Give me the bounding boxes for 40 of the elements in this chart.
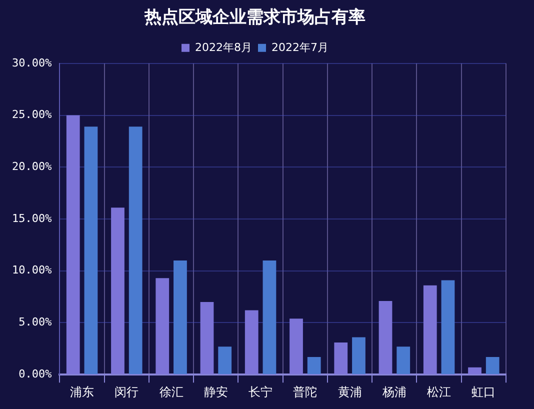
- bar: [486, 356, 500, 374]
- x-tick-label: 杨浦: [381, 384, 406, 399]
- bar: [174, 260, 187, 374]
- y-tick-label: 15.00%: [12, 212, 52, 225]
- bar: [468, 367, 482, 374]
- bar: [423, 285, 437, 374]
- bar: [200, 302, 214, 374]
- x-tick-label: 静安: [204, 384, 228, 399]
- x-tick-label: 长宁: [248, 384, 273, 399]
- legend-label: 2022年7月: [272, 40, 328, 54]
- bar: [84, 126, 98, 374]
- y-tick-label: 25.00%: [12, 108, 52, 122]
- bar: [128, 126, 142, 374]
- x-tick-label: 黄浦: [338, 384, 362, 399]
- bar: [262, 260, 276, 374]
- x-tick-label: 松江: [427, 384, 452, 399]
- x-tick-label: 虹口: [472, 384, 496, 399]
- x-tick-label: 普陀: [293, 384, 318, 399]
- x-tick-label: 浦东: [70, 384, 94, 399]
- bar: [111, 208, 124, 374]
- bar: [396, 346, 410, 374]
- y-tick-label: 20.00%: [12, 160, 52, 173]
- bar: [378, 300, 392, 374]
- bar: [290, 318, 303, 374]
- bar: [352, 337, 366, 374]
- bar: [156, 278, 170, 374]
- bar: [218, 346, 232, 374]
- bar: [66, 115, 80, 374]
- x-tick-label: 闵行: [114, 384, 139, 399]
- chart-title: 热点区域企业需求市场占有率: [144, 8, 366, 28]
- x-tick-label: 徐汇: [159, 384, 184, 399]
- bar: [334, 342, 348, 374]
- bar: [307, 356, 321, 374]
- y-tick-label: 10.00%: [12, 264, 52, 277]
- legend-label: 2022年8月: [195, 40, 252, 54]
- bar: [244, 310, 258, 374]
- y-tick-label: 0.00%: [18, 367, 52, 380]
- y-tick-label: 5.00%: [18, 316, 52, 329]
- y-tick-label: 30.00%: [12, 56, 52, 70]
- bar: [441, 280, 455, 374]
